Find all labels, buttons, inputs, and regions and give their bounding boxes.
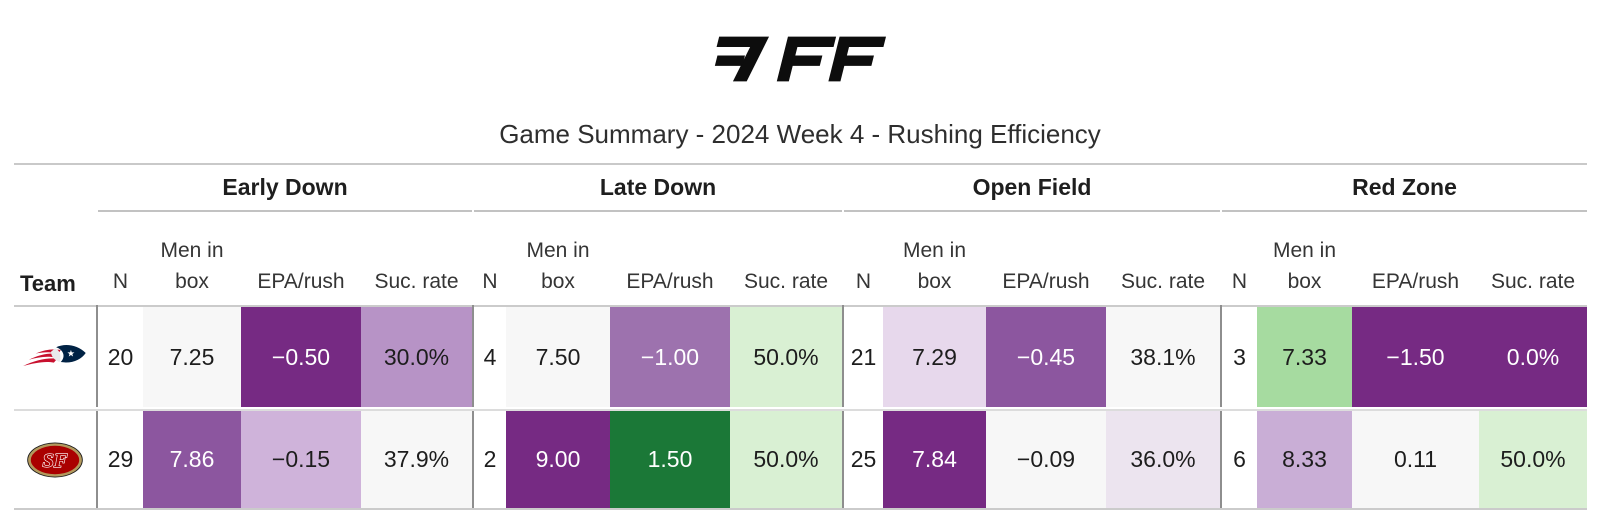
header xyxy=(0,0,1600,89)
column-header-epa-rush: EPA/rush xyxy=(1371,269,1460,293)
cell-early-n: 29 xyxy=(98,411,143,508)
team-logo-cell: SF xyxy=(14,411,96,508)
team-logo-cell xyxy=(14,307,96,407)
group-header-open-field: Open Field xyxy=(844,165,1220,212)
cell-early-suc: 37.9% xyxy=(361,411,472,508)
column-header-suc-rate: Suc. rate xyxy=(743,269,829,293)
cell-late-box: 9.00 xyxy=(506,411,610,508)
cell-open-epa: −0.09 xyxy=(986,411,1106,508)
cell-red-n: 3 xyxy=(1222,307,1257,407)
column-header-n: N xyxy=(855,269,872,293)
cell-early-box: 7.86 xyxy=(143,411,241,508)
rushing-efficiency-table: Early Down Late Down Open Field Red Zone… xyxy=(14,163,1587,510)
cell-red-suc: 0.0% xyxy=(1479,307,1587,407)
cell-early-epa: −0.15 xyxy=(241,411,361,508)
column-header-men-in-box: Men in box xyxy=(526,239,590,293)
column-header-men-in-box: Men in box xyxy=(902,239,967,293)
cell-red-suc: 50.0% xyxy=(1479,411,1587,508)
cell-late-suc: 50.0% xyxy=(730,307,842,407)
column-header-men-in-box: Men in box xyxy=(160,239,224,293)
cell-open-box: 7.84 xyxy=(883,411,986,508)
cell-red-epa: 0.11 xyxy=(1352,411,1479,508)
pff-logo-icon xyxy=(714,36,886,82)
cell-open-n: 25 xyxy=(844,411,883,508)
svg-text:SF: SF xyxy=(42,450,67,472)
cell-late-epa: −1.00 xyxy=(610,307,730,407)
cell-late-n: 4 xyxy=(474,307,506,407)
group-header-late-down: Late Down xyxy=(474,165,842,212)
column-header-epa-rush: EPA/rush xyxy=(257,269,345,293)
column-header-n: N xyxy=(482,269,498,293)
cell-late-box: 7.50 xyxy=(506,307,610,407)
group-header-early-down: Early Down xyxy=(98,165,472,212)
49ers-logo-icon: SF xyxy=(27,441,83,478)
column-header-n: N xyxy=(1231,269,1248,293)
column-header-suc-rate: Suc. rate xyxy=(1120,269,1206,293)
cell-late-epa: 1.50 xyxy=(610,411,730,508)
cell-open-box: 7.29 xyxy=(883,307,986,407)
cell-late-suc: 50.0% xyxy=(730,411,842,508)
cell-open-n: 21 xyxy=(844,307,883,407)
column-header-n: N xyxy=(112,269,129,293)
column-header-suc-rate: Suc. rate xyxy=(374,269,459,293)
bottom-rule xyxy=(14,508,1587,510)
cell-early-epa: −0.50 xyxy=(241,307,361,407)
column-header-team: Team xyxy=(20,271,76,296)
cell-red-box: 8.33 xyxy=(1257,411,1352,508)
cell-early-suc: 30.0% xyxy=(361,307,472,407)
column-header-suc-rate: Suc. rate xyxy=(1490,269,1576,293)
column-header-men-in-box: Men in box xyxy=(1272,239,1337,293)
cell-red-box: 7.33 xyxy=(1257,307,1352,407)
column-header-epa-rush: EPA/rush xyxy=(626,269,714,293)
header-rule xyxy=(14,305,1587,307)
cell-red-n: 6 xyxy=(1222,411,1257,508)
cell-early-box: 7.25 xyxy=(143,307,241,407)
cell-open-suc: 36.0% xyxy=(1106,411,1220,508)
cell-late-n: 2 xyxy=(474,411,506,508)
row-divider xyxy=(14,407,1587,411)
cell-red-epa: −1.50 xyxy=(1352,307,1479,407)
patriots-logo-icon xyxy=(23,344,86,366)
cell-open-epa: −0.45 xyxy=(986,307,1106,407)
cell-early-n: 20 xyxy=(98,307,143,407)
column-header-epa-rush: EPA/rush xyxy=(1002,269,1090,293)
page-title: Game Summary - 2024 Week 4 - Rushing Eff… xyxy=(499,119,1101,149)
group-header-red-zone: Red Zone xyxy=(1222,165,1587,212)
cell-open-suc: 38.1% xyxy=(1106,307,1220,407)
